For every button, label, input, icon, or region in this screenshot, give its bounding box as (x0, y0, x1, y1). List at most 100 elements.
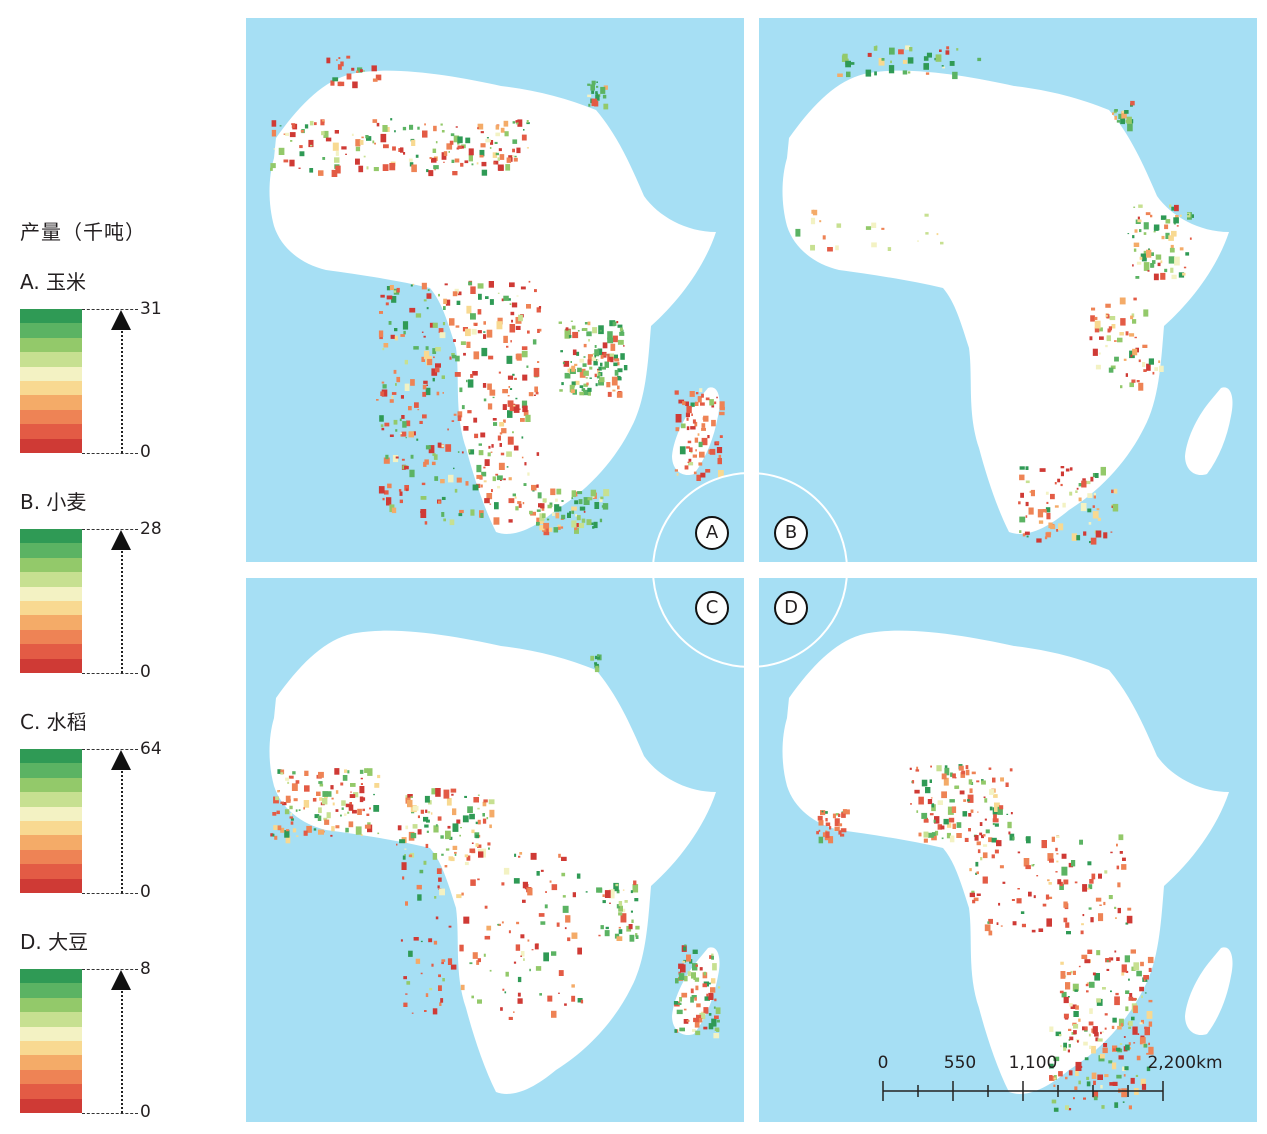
ramp-swatch (20, 409, 82, 425)
crop-cell (1142, 362, 1146, 367)
crop-cell (711, 1018, 717, 1027)
crop-cell (1118, 113, 1123, 119)
crop-cell (616, 391, 623, 398)
crop-cell (396, 287, 400, 293)
crop-cell (290, 818, 294, 821)
crop-cell (1066, 931, 1071, 935)
crop-cell (1129, 993, 1133, 998)
crop-cell (840, 833, 845, 837)
crop-cell (1045, 532, 1051, 538)
crop-cell (557, 524, 561, 527)
crop-cell (614, 354, 618, 359)
crop-cell (1114, 996, 1120, 1006)
crop-cell (1099, 1053, 1105, 1059)
crop-cell (460, 162, 464, 167)
crop-cell (355, 826, 362, 835)
crop-cell (425, 993, 429, 997)
crop-cell (571, 365, 576, 372)
crop-cell (718, 454, 722, 459)
crop-cell (630, 890, 633, 894)
crop-cell (452, 171, 458, 176)
crop-cell (510, 340, 512, 343)
crop-cell (480, 484, 483, 488)
crop-cell (537, 328, 540, 333)
crop-cell (403, 330, 406, 335)
crop-cell (476, 162, 479, 165)
crop-cell (576, 873, 581, 879)
crop-cell (471, 328, 477, 335)
crop-cell (561, 856, 567, 861)
crop-cell (485, 296, 489, 299)
crop-cell (1075, 1005, 1079, 1010)
crop-cell (438, 328, 444, 333)
crop-cell (623, 345, 625, 347)
crop-cell (614, 358, 620, 362)
crop-cell (1121, 1088, 1127, 1098)
crop-cell (941, 837, 944, 840)
crop-cell (1078, 497, 1082, 502)
crop-cell (689, 447, 693, 452)
crop-cell (561, 382, 564, 386)
crop-cell (598, 325, 604, 335)
crop-cell (934, 816, 940, 824)
crop-cell (412, 283, 415, 286)
crop-cell (382, 384, 387, 389)
crop-cell (578, 499, 583, 505)
crop-cell (694, 977, 700, 982)
crop-cell (360, 834, 363, 836)
crop-cell (704, 996, 710, 1001)
crop-cell (694, 997, 697, 1001)
crop-cell (712, 963, 717, 971)
crop-cell (390, 334, 395, 339)
crop-cell (607, 331, 613, 340)
crop-cell (1000, 777, 1004, 782)
crop-cell (441, 961, 444, 965)
crop-cell (1073, 1030, 1077, 1035)
crop-cell (994, 849, 999, 854)
crop-cell (468, 154, 473, 162)
crop-cell (602, 342, 608, 349)
crop-cell (332, 802, 335, 806)
crop-cell (685, 412, 690, 418)
crop-cell (483, 398, 487, 402)
crop-cell (433, 356, 435, 359)
crop-cell (334, 130, 339, 134)
crop-cell (991, 837, 997, 843)
color-ramp (20, 749, 82, 894)
crop-cell (470, 879, 476, 886)
crop-cell (697, 396, 702, 403)
crop-cell (586, 519, 592, 526)
crop-cell (840, 828, 847, 833)
crop-cell (1121, 110, 1124, 114)
crop-cell (456, 477, 462, 483)
crop-cell (1084, 1029, 1088, 1032)
crop-cell (541, 507, 545, 511)
crop-cell (348, 804, 354, 811)
crop-cell (377, 832, 380, 835)
crop-cell (472, 484, 479, 491)
crop-cell (476, 464, 482, 473)
crop-cell (424, 795, 430, 803)
crop-cell (594, 663, 599, 668)
crop-cell (679, 446, 686, 455)
crop-cell (1149, 252, 1154, 256)
crop-cell (481, 161, 487, 167)
crop-cell (1134, 229, 1138, 233)
crop-cell (697, 433, 700, 436)
crop-cell (975, 872, 978, 875)
crop-cell (543, 527, 550, 536)
crop-cell (474, 433, 479, 439)
crop-cell (959, 790, 965, 795)
crop-cell (481, 169, 488, 176)
crop-cell (1114, 906, 1117, 909)
crop-cell (534, 289, 537, 293)
ramp-swatch (20, 983, 82, 998)
crop-cell (527, 330, 530, 334)
crop-cell (1096, 998, 1101, 1003)
crop-cell (536, 871, 540, 876)
crop-cell (1090, 315, 1095, 322)
scale-label-1100: 1,100 (1009, 1053, 1058, 1073)
crop-cell (555, 498, 558, 502)
crop-cell (522, 405, 528, 413)
map-panel-wheat (759, 18, 1257, 562)
